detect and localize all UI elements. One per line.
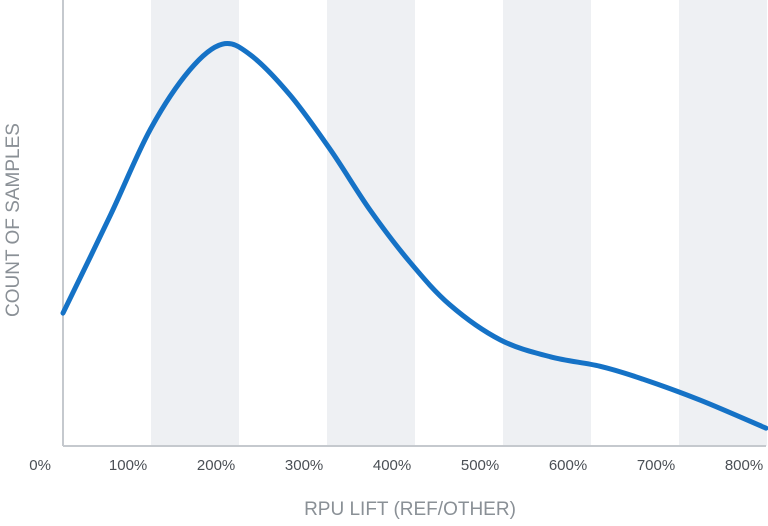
x-tick-label: 400% xyxy=(373,457,411,474)
band xyxy=(679,0,767,446)
x-tick-label: 600% xyxy=(549,457,587,474)
x-tick-label: 500% xyxy=(461,457,499,474)
x-axis-title: RPU LIFT (REF/OTHER) xyxy=(304,499,516,520)
band xyxy=(327,0,415,446)
x-tick-label: 0% xyxy=(29,457,51,474)
background-bands xyxy=(151,0,767,446)
y-axis-title: COUNT OF SAMPLES xyxy=(3,123,24,317)
x-tick-label: 300% xyxy=(285,457,323,474)
x-tick-label: 800% xyxy=(725,457,763,474)
band xyxy=(151,0,239,446)
x-tick-label: 700% xyxy=(637,457,675,474)
band xyxy=(503,0,591,446)
x-tick-label: 200% xyxy=(197,457,235,474)
line xyxy=(60,41,768,431)
x-tick-label: 100% xyxy=(109,457,147,474)
